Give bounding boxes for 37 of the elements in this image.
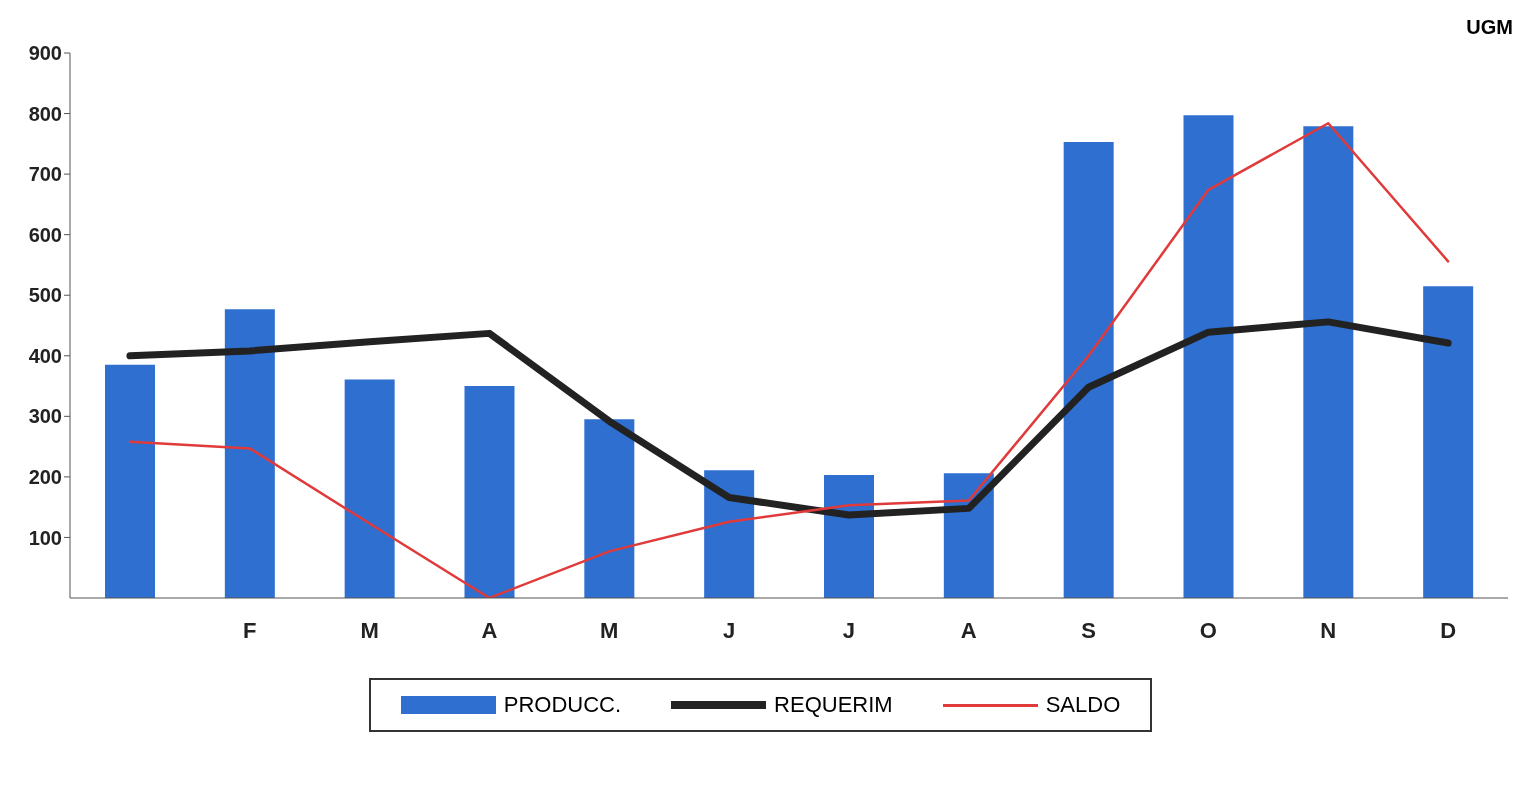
y-tick-label: 800 (28, 102, 62, 125)
bar (584, 419, 635, 598)
bar (1423, 286, 1474, 598)
bar (1183, 115, 1234, 598)
bar (943, 473, 994, 598)
x-tick-label: A (960, 617, 977, 643)
x-tick-label: S (1081, 617, 1096, 643)
y-tick-label: 500 (28, 284, 62, 307)
y-axis-title: UGM (1466, 16, 1513, 39)
x-tick-label: M (600, 617, 619, 643)
y-tick-label: 200 (28, 465, 62, 488)
x-tick-label: N (1320, 617, 1337, 643)
bar (224, 309, 275, 598)
bar (1303, 126, 1354, 598)
x-tick-label: A (481, 617, 498, 643)
y-tick-label: 600 (28, 223, 62, 246)
legend-label: SALDO (1045, 692, 1121, 718)
x-tick-label: F (243, 617, 257, 643)
legend-label: REQUERIM (774, 692, 893, 718)
bar (1063, 142, 1114, 598)
y-tick-label: 100 (28, 526, 62, 549)
x-tick-label: M (360, 617, 379, 643)
x-tick-label: J (722, 617, 736, 643)
x-tick-label: O (1199, 617, 1217, 643)
bar (704, 470, 755, 598)
x-tick-label: J (842, 617, 856, 643)
bar (105, 364, 155, 598)
line-series (128, 121, 1450, 598)
x-tick-label: D (1440, 617, 1457, 643)
bar (824, 475, 874, 598)
legend-label: PRODUCC. (503, 692, 622, 718)
bar (344, 379, 395, 598)
y-tick-label: 400 (28, 344, 62, 367)
y-tick-label: 700 (28, 163, 62, 186)
y-tick-label: 900 (28, 42, 62, 65)
y-tick-label: 300 (28, 405, 62, 428)
bar (464, 386, 515, 598)
